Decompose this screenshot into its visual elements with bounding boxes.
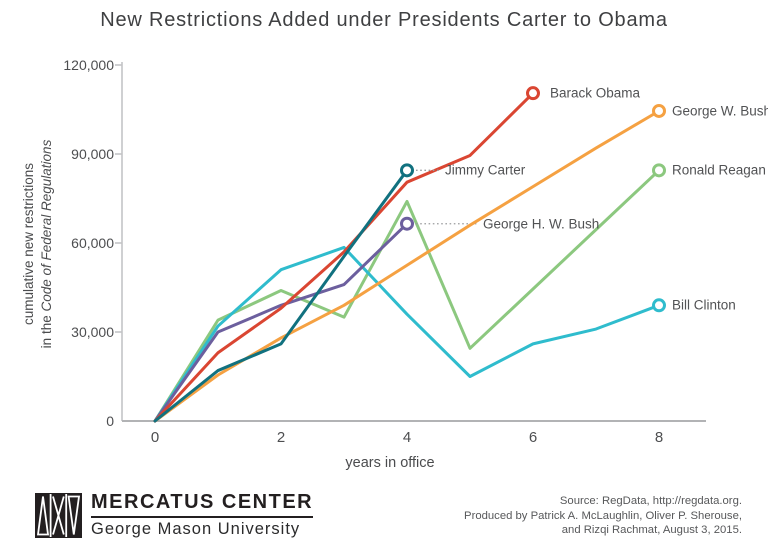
source-line3: and Rizqi Rachmat, August 3, 2015. — [561, 524, 742, 536]
series-label-george-h-w-bush: George H. W. Bush — [483, 216, 600, 232]
series-endpoint-george-h-w-bush — [400, 216, 414, 231]
x-tick-label: 2 — [276, 429, 286, 446]
x-tick-label: 6 — [528, 429, 538, 446]
mercatus-logo: MERCATUS CENTER George Mason University — [35, 491, 314, 539]
y-tick-label: 30,000 — [71, 324, 114, 340]
series-label-ronald-reagan: Ronald Reagan — [672, 162, 766, 178]
series-line-bill-clinton — [153, 245, 661, 423]
y-tick-label: 120,000 — [63, 57, 114, 73]
series-line-ronald-reagan — [153, 168, 661, 423]
mercatus-logo-mark-icon — [35, 492, 82, 538]
series-line-george-h-w-bush — [153, 222, 409, 423]
footer: MERCATUS CENTER George Mason University … — [0, 486, 768, 548]
y-tick-label: 60,000 — [71, 235, 114, 251]
x-tick-label: 4 — [402, 429, 412, 446]
source-attribution: Source: RegData, http://regdata.org. Pro… — [464, 494, 742, 538]
series-endpoint-bill-clinton — [652, 298, 666, 313]
series-line-jimmy-carter — [153, 168, 409, 423]
y-tick-label: 0 — [106, 413, 114, 429]
series-endpoint-ronald-reagan — [652, 163, 666, 178]
y-tick-label: 90,000 — [71, 146, 114, 162]
series-endpoint-jimmy-carter — [400, 163, 414, 178]
series-label-george-w-bush: George W. Bush — [672, 103, 768, 119]
series-endpoint-george-w-bush — [652, 103, 666, 118]
series-label-barack-obama: Barack Obama — [550, 85, 641, 101]
series-line-barack-obama — [153, 91, 535, 423]
series-label-bill-clinton: Bill Clinton — [672, 297, 736, 313]
source-line2: Produced by Patrick A. McLaughlin, Olive… — [464, 509, 742, 522]
x-tick-label: 0 — [150, 429, 160, 446]
x-tick-label: 8 — [654, 429, 664, 446]
mercatus-logo-name: MERCATUS CENTER — [91, 491, 314, 518]
chart-title: New Restrictions Added under Presidents … — [100, 9, 668, 31]
source-line1: Source: RegData, http://regdata.org. — [559, 495, 742, 507]
series-endpoint-barack-obama — [526, 86, 540, 101]
mercatus-logo-text: MERCATUS CENTER George Mason University — [91, 491, 314, 539]
series-line-george-w-bush — [153, 109, 661, 423]
x-axis-title: years in office — [345, 455, 435, 471]
mercatus-logo-university: George Mason University — [91, 520, 301, 538]
series-label-jimmy-carter: Jimmy Carter — [445, 162, 526, 178]
